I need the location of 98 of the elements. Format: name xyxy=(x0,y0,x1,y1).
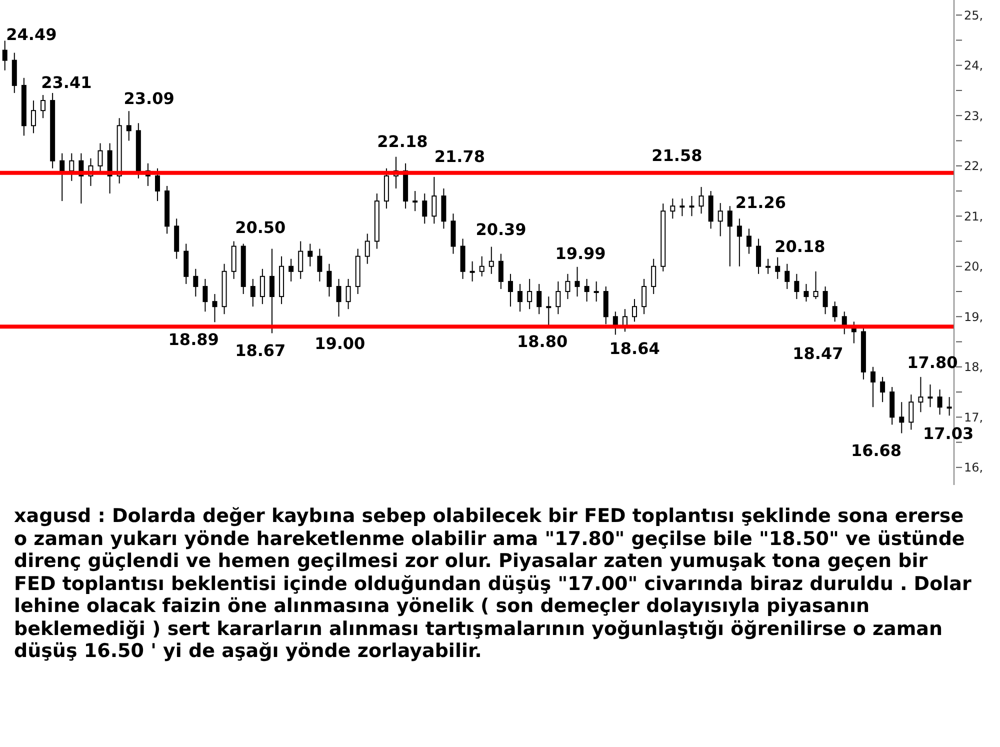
candlestick xyxy=(870,366,876,408)
y-tick-label: 23, xyxy=(964,108,984,123)
candlestick xyxy=(899,402,904,434)
annotation: 17.03 xyxy=(923,424,974,443)
candlestick xyxy=(488,246,494,274)
annotation: 21.78 xyxy=(434,147,485,166)
candlestick xyxy=(642,278,647,315)
candlestick xyxy=(193,268,198,298)
candlestick xyxy=(250,278,256,308)
annotation: 19.99 xyxy=(555,244,606,263)
candlestick xyxy=(98,142,103,174)
candlestick xyxy=(556,280,561,315)
candlestick xyxy=(470,260,475,282)
candlestick xyxy=(432,176,437,224)
candlestick xyxy=(336,278,342,318)
annotation: 20.50 xyxy=(235,218,286,237)
candlestick xyxy=(269,248,274,334)
candlestick xyxy=(822,286,828,315)
y-tick-label: 17, xyxy=(964,410,984,424)
candlestick xyxy=(736,218,742,267)
annotation: 20.39 xyxy=(476,220,526,239)
candlestick xyxy=(804,283,809,302)
candlestick xyxy=(746,228,752,254)
candlestick xyxy=(412,190,418,212)
candlestick xyxy=(670,198,676,220)
y-tick-label: 18, xyxy=(964,360,984,374)
y-tick-label: 22, xyxy=(964,159,984,174)
y-tick-label: 25, xyxy=(964,8,984,22)
annotation: 23.09 xyxy=(124,89,174,108)
candlestick xyxy=(813,270,818,300)
candlestick xyxy=(594,280,599,302)
candlestick xyxy=(2,40,8,71)
candlestick xyxy=(794,273,800,300)
candlestick xyxy=(946,396,952,416)
annotation: 18.67 xyxy=(235,341,286,360)
annotation: 20.18 xyxy=(774,237,826,256)
candlestick xyxy=(832,301,838,322)
candlestick xyxy=(632,298,637,322)
y-tick-label: 19, xyxy=(964,310,984,324)
candlestick xyxy=(775,256,780,280)
y-tick-label: 20, xyxy=(964,260,984,274)
candlestick xyxy=(536,283,542,315)
candlestick xyxy=(727,206,732,267)
annotation: 23.41 xyxy=(41,73,92,92)
candlestick xyxy=(689,196,694,217)
candlestick xyxy=(288,258,294,282)
candlestick xyxy=(326,263,332,298)
annotation: 22.18 xyxy=(377,132,428,151)
annotation: 24.49 xyxy=(6,25,57,44)
candlestick xyxy=(937,389,942,416)
annotation: 18.64 xyxy=(609,339,660,358)
candlestick xyxy=(928,384,933,408)
candlestick xyxy=(880,376,886,403)
candlestick xyxy=(155,168,160,202)
candlestick xyxy=(546,296,552,328)
candlestick xyxy=(508,273,513,308)
candlestick xyxy=(479,256,484,277)
candlestick xyxy=(565,273,570,300)
candlestick xyxy=(69,152,74,182)
candlestick xyxy=(698,186,704,214)
candlestick xyxy=(680,198,685,217)
candlestick xyxy=(518,283,523,312)
y-tick-label: 21, xyxy=(964,209,984,224)
candlestick xyxy=(422,192,428,224)
candlestick xyxy=(317,248,322,282)
annotation: 21.58 xyxy=(652,146,702,165)
annotation: 21.26 xyxy=(735,193,786,212)
candlestick xyxy=(784,263,790,290)
candlestick xyxy=(498,253,504,290)
text: xagusd : Dolarda değer kaybına sebep olabilecek bir FED toplantısı şeklinde sona ererse o zaman yukarı yönde hareketlenme olabilir ama "17.80" geçilse bile "18.50" ve üstünde direnç güçlendi ve hemen geçilmesi zor olur. Piyasalar zaten yumuşak tona geçen bir FED toplantısı beklentisi içinde olduğundan düşüş "17.00" civarında biraz duruldu . Dolar lehine olacak faizin öne alınmasına yönelik ( son demeçler dolayısıyla piyasanın beklemediği ) sert kararların alınması tartışmalarının yoğunlaştığı öğrenilirse o zaman düşüş 16.50 ' yi de aşağı yönde zorlayabilir. xyxy=(14,505,972,662)
candlestick xyxy=(202,278,208,312)
annotation: 17.80 xyxy=(907,353,958,372)
candlestick xyxy=(756,238,762,274)
candlestick xyxy=(126,110,132,142)
y-tick-label: 16, xyxy=(964,460,984,475)
candlestick xyxy=(346,278,351,310)
annotation: 16.68 xyxy=(850,441,902,460)
candlestick xyxy=(584,278,590,302)
annotation: 18.47 xyxy=(792,344,844,363)
candlestick xyxy=(651,258,656,295)
candlestick xyxy=(60,152,65,202)
candlestick xyxy=(908,394,914,430)
candlestick xyxy=(298,240,304,280)
candlestick xyxy=(918,376,924,413)
candlestick xyxy=(260,268,265,305)
candlestick xyxy=(30,100,36,134)
candlestick xyxy=(40,94,46,119)
candlestick xyxy=(574,266,580,298)
candlestick xyxy=(718,202,723,237)
annotation: 19.00 xyxy=(314,334,366,353)
annotation: 18.80 xyxy=(517,332,568,351)
y-tick-label: 24, xyxy=(964,58,984,73)
candlestick xyxy=(212,294,218,323)
candlestick xyxy=(527,278,532,310)
candlestick xyxy=(364,233,370,264)
candlestick xyxy=(766,258,771,274)
candlestick xyxy=(308,243,313,267)
annotation: 18.89 xyxy=(168,330,219,349)
